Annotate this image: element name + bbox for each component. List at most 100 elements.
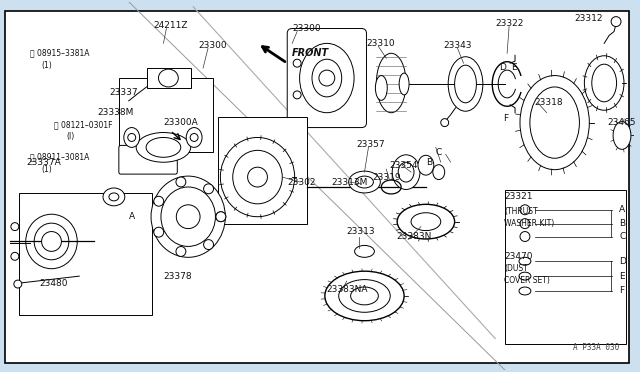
Ellipse shape [433, 165, 445, 180]
Text: 23383NA: 23383NA [327, 285, 369, 294]
Text: C: C [436, 148, 442, 157]
Ellipse shape [411, 213, 441, 231]
Circle shape [176, 205, 200, 228]
Circle shape [128, 134, 136, 141]
Ellipse shape [349, 171, 380, 193]
FancyBboxPatch shape [119, 145, 177, 174]
Text: B: B [426, 158, 432, 167]
Circle shape [611, 17, 621, 26]
Text: 23378: 23378 [163, 272, 192, 280]
Ellipse shape [418, 155, 434, 175]
Text: 23357: 23357 [356, 140, 385, 149]
Text: 23383N: 23383N [396, 232, 431, 241]
Ellipse shape [233, 150, 282, 204]
Circle shape [11, 252, 19, 260]
Ellipse shape [519, 287, 531, 295]
Text: Ⓝ 08911–3081A: Ⓝ 08911–3081A [29, 153, 89, 162]
Text: C: C [619, 232, 625, 241]
Text: A P33A 030: A P33A 030 [573, 343, 619, 352]
Text: 23337A: 23337A [27, 158, 61, 167]
Text: 23310: 23310 [367, 39, 395, 48]
Text: 23300: 23300 [292, 24, 321, 33]
Text: 23321: 23321 [504, 192, 532, 201]
Text: 23470: 23470 [504, 252, 532, 261]
Ellipse shape [448, 57, 483, 111]
Text: 23338M: 23338M [97, 108, 133, 117]
Ellipse shape [26, 214, 77, 269]
Circle shape [248, 167, 268, 187]
Text: E: E [511, 62, 516, 72]
Bar [504, 190, 627, 344]
Ellipse shape [520, 76, 589, 170]
Text: (DUST: (DUST [504, 264, 528, 273]
Ellipse shape [397, 204, 454, 239]
Ellipse shape [220, 138, 294, 217]
Text: 23312: 23312 [575, 14, 603, 23]
Text: FRONT: FRONT [292, 48, 330, 58]
Text: 23465: 23465 [607, 118, 636, 127]
Ellipse shape [519, 257, 531, 265]
Text: 24211Z: 24211Z [154, 21, 188, 30]
Ellipse shape [204, 184, 214, 194]
Ellipse shape [392, 155, 420, 189]
Ellipse shape [176, 247, 186, 256]
Ellipse shape [103, 188, 125, 206]
Ellipse shape [398, 162, 414, 182]
Text: 23322: 23322 [495, 19, 524, 28]
Text: Ⓟ 08915–3381A: Ⓟ 08915–3381A [29, 49, 89, 58]
Text: (1): (1) [42, 165, 52, 174]
Text: 23318: 23318 [535, 98, 563, 107]
Text: 23300A: 23300A [163, 118, 198, 127]
Ellipse shape [355, 246, 374, 257]
Text: D: D [499, 62, 506, 72]
Text: COVER SET): COVER SET) [504, 276, 550, 285]
Ellipse shape [312, 59, 342, 97]
Ellipse shape [584, 56, 624, 110]
Ellipse shape [454, 65, 476, 103]
Text: F: F [619, 286, 624, 295]
Ellipse shape [300, 44, 354, 113]
Text: 23480: 23480 [40, 279, 68, 288]
Text: 23300: 23300 [198, 41, 227, 50]
Text: 23343: 23343 [444, 41, 472, 50]
Text: 23313M: 23313M [332, 177, 368, 186]
Ellipse shape [146, 138, 180, 157]
Ellipse shape [351, 287, 378, 305]
Text: 23337: 23337 [109, 89, 138, 97]
Ellipse shape [399, 73, 409, 95]
Ellipse shape [325, 271, 404, 321]
Bar [147, 68, 191, 88]
Ellipse shape [339, 280, 390, 312]
Text: Ⓐ 08121–0301F: Ⓐ 08121–0301F [54, 120, 113, 129]
Text: A: A [619, 205, 625, 214]
Ellipse shape [530, 87, 579, 158]
Circle shape [520, 205, 530, 215]
Circle shape [293, 91, 301, 99]
Circle shape [319, 70, 335, 86]
Ellipse shape [151, 176, 225, 257]
Ellipse shape [204, 240, 214, 250]
Text: 23313: 23313 [347, 227, 375, 236]
Ellipse shape [176, 177, 186, 187]
Text: 23302: 23302 [287, 177, 316, 186]
Bar [19, 193, 152, 315]
Circle shape [190, 134, 198, 141]
Ellipse shape [124, 128, 140, 147]
Ellipse shape [154, 227, 164, 237]
Ellipse shape [613, 122, 631, 149]
Ellipse shape [376, 53, 406, 113]
Ellipse shape [216, 212, 226, 222]
Ellipse shape [159, 69, 179, 87]
Circle shape [11, 223, 19, 231]
Text: (THRUST: (THRUST [504, 207, 538, 216]
Ellipse shape [519, 272, 531, 280]
Ellipse shape [34, 223, 69, 260]
Text: A: A [129, 212, 135, 221]
Text: (I): (I) [67, 132, 75, 141]
Circle shape [520, 231, 530, 241]
Bar [218, 117, 307, 224]
Circle shape [293, 59, 301, 67]
Text: E: E [619, 272, 625, 280]
Ellipse shape [161, 187, 216, 246]
Text: F: F [503, 114, 508, 123]
